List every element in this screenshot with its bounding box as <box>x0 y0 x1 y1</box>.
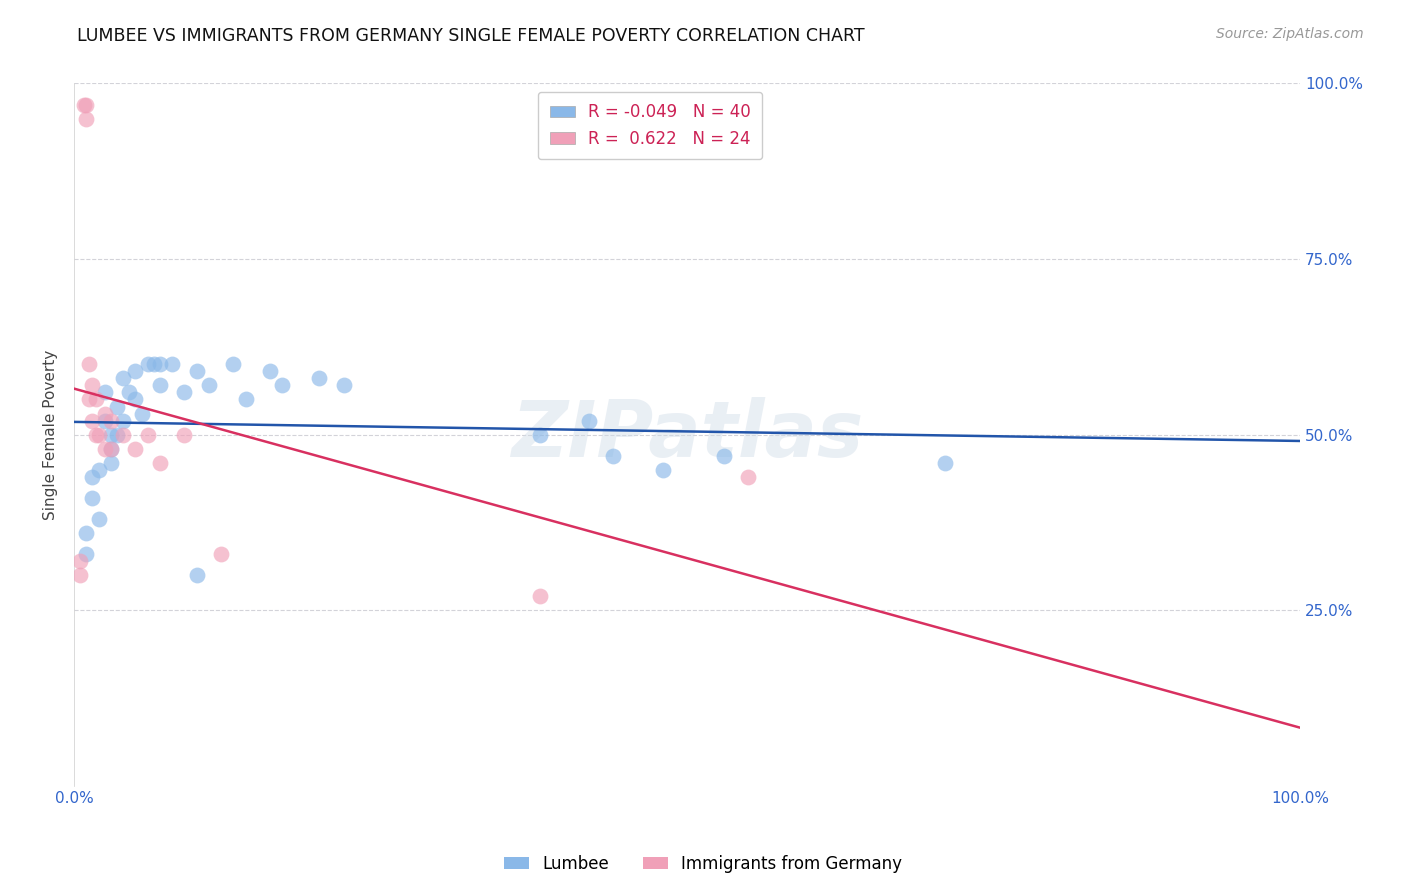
Point <box>82 378 104 392</box>
Point <box>934 456 956 470</box>
Point <box>713 449 735 463</box>
Point <box>82 469 104 483</box>
Point <box>100 427 122 442</box>
Point <box>271 378 294 392</box>
Point <box>602 449 624 463</box>
Point <box>112 413 135 427</box>
Legend: Lumbee, Immigrants from Germany: Lumbee, Immigrants from Germany <box>498 848 908 880</box>
Point <box>75 97 97 112</box>
Point <box>259 364 281 378</box>
Point <box>69 554 91 568</box>
Point <box>87 463 110 477</box>
Point <box>77 392 100 407</box>
Point <box>136 357 159 371</box>
Point <box>112 371 135 385</box>
Point <box>118 385 141 400</box>
Point <box>209 547 232 561</box>
Text: Source: ZipAtlas.com: Source: ZipAtlas.com <box>1216 27 1364 41</box>
Point <box>235 392 257 407</box>
Point <box>124 364 146 378</box>
Text: LUMBEE VS IMMIGRANTS FROM GERMANY SINGLE FEMALE POVERTY CORRELATION CHART: LUMBEE VS IMMIGRANTS FROM GERMANY SINGLE… <box>77 27 865 45</box>
Point <box>578 413 600 427</box>
Point <box>84 427 107 442</box>
Point <box>75 547 97 561</box>
Point <box>112 427 135 442</box>
Point <box>529 427 551 442</box>
Legend: R = -0.049   N = 40, R =  0.622   N = 24: R = -0.049 N = 40, R = 0.622 N = 24 <box>538 92 762 160</box>
Point <box>222 357 245 371</box>
Point <box>93 407 115 421</box>
Point <box>186 568 208 582</box>
Point <box>737 469 759 483</box>
Point <box>173 385 195 400</box>
Point <box>75 112 97 126</box>
Point <box>100 442 122 456</box>
Point <box>73 97 96 112</box>
Point <box>124 442 146 456</box>
Point <box>149 456 172 470</box>
Point <box>105 427 128 442</box>
Point <box>84 392 107 407</box>
Point <box>100 456 122 470</box>
Point <box>77 357 100 371</box>
Point <box>75 525 97 540</box>
Point <box>142 357 165 371</box>
Point <box>87 512 110 526</box>
Point <box>100 413 122 427</box>
Point <box>93 442 115 456</box>
Point <box>124 392 146 407</box>
Point <box>186 364 208 378</box>
Point <box>69 568 91 582</box>
Point <box>149 378 172 392</box>
Point <box>308 371 330 385</box>
Point <box>149 357 172 371</box>
Point <box>131 407 153 421</box>
Point <box>198 378 221 392</box>
Point <box>93 385 115 400</box>
Point <box>87 427 110 442</box>
Point <box>100 442 122 456</box>
Point <box>136 427 159 442</box>
Point <box>173 427 195 442</box>
Point <box>651 463 673 477</box>
Point <box>160 357 183 371</box>
Point <box>82 413 104 427</box>
Point <box>82 491 104 505</box>
Text: ZIPatlas: ZIPatlas <box>510 397 863 473</box>
Point <box>529 589 551 603</box>
Y-axis label: Single Female Poverty: Single Female Poverty <box>44 350 58 520</box>
Point <box>333 378 356 392</box>
Point <box>93 413 115 427</box>
Point <box>105 400 128 414</box>
